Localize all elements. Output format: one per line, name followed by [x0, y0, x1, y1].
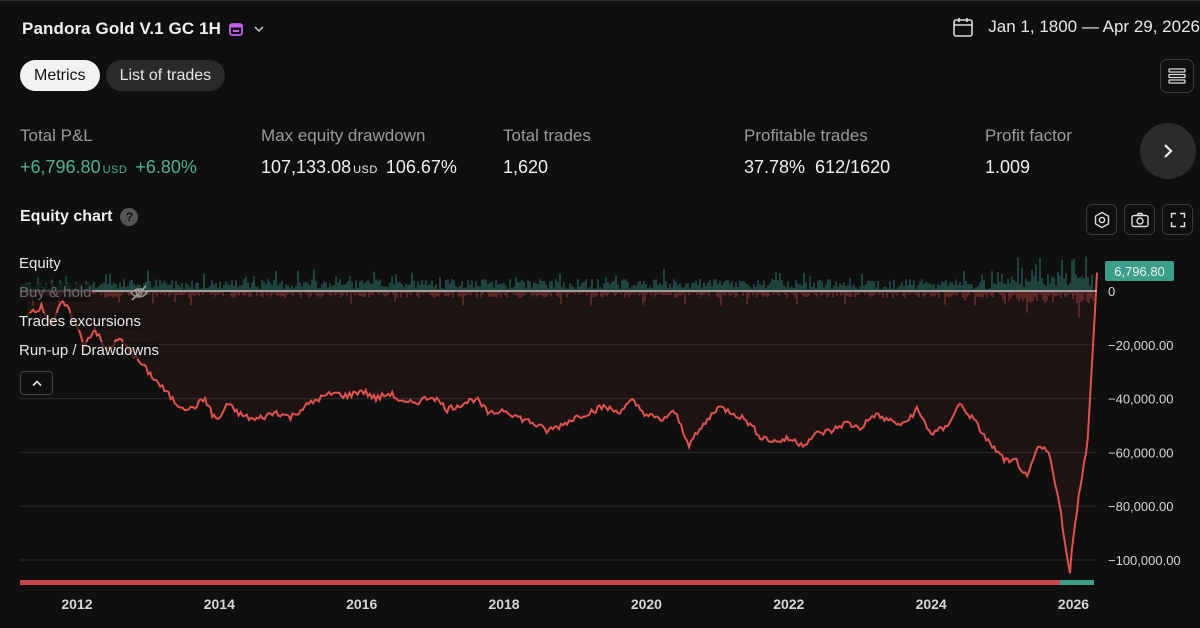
x-tick-label: 2026 — [1058, 596, 1089, 612]
help-icon[interactable]: ? — [120, 208, 139, 226]
x-tick-label: 2016 — [346, 596, 377, 612]
metric-total-trades: Total trades 1,620 — [503, 126, 743, 178]
last-value-badge — [1105, 261, 1174, 281]
x-tick-label: 2018 — [488, 596, 519, 612]
eye-off-icon[interactable] — [129, 283, 149, 303]
snapshot-button[interactable] — [1124, 204, 1155, 235]
equity-line — [26, 272, 1098, 574]
x-tick-label: 2024 — [916, 596, 947, 612]
x-tick-label: 2014 — [204, 596, 235, 612]
metric-label: Profitable trades — [744, 126, 868, 145]
last-value-text: 6,796.80 — [1114, 264, 1165, 279]
profitable-trades-value: 37.78% 612/1620 — [744, 157, 891, 177]
drawdown-area — [27, 272, 1098, 574]
legend-buy-and-hold[interactable]: Buy & hold — [19, 284, 92, 301]
chart-grid — [20, 344, 1097, 561]
total-trades-value: 1,620 — [503, 157, 549, 177]
y-tick-label: −80,000.00 — [1108, 499, 1173, 514]
runup-bar — [1060, 580, 1094, 585]
total-pnl-value: +6,796.80 — [20, 157, 101, 177]
x-tick-label: 2022 — [773, 596, 804, 612]
metric-label: Profit factor — [985, 126, 1072, 145]
x-axis: 2012 2014 2016 2018 2020 2022 2024 2026 — [61, 596, 1089, 612]
date-range-text: Jan 1, 1800 — Apr 29, 2026 — [988, 17, 1200, 36]
metric-label: Total P&L — [20, 126, 93, 145]
equity-chart[interactable]: 0 −20,000.00 −40,000.00 −60,000.00 −80,000.0… — [0, 240, 1200, 628]
legend-run-up-drawdowns[interactable]: Run-up / Drawdowns — [19, 342, 160, 359]
y-axis: 0 −20,000.00 −40,000.00 −60,000.00 −80,000.0… — [1108, 284, 1181, 568]
y-tick-label: −20,000.00 — [1108, 338, 1173, 353]
metric-profit-factor: Profit factor 1.009 — [985, 126, 1135, 178]
tab-bar: Metrics List of trades — [20, 60, 226, 91]
max-drawdown-percent: 106.67% — [385, 157, 457, 177]
max-drawdown-value: 107,133.08 — [261, 157, 352, 177]
y-tick-label: −40,000.00 — [1108, 392, 1173, 407]
date-range-picker[interactable]: Jan 1, 1800 — Apr 29, 2026 — [952, 16, 1200, 38]
metric-label: Max equity drawdown — [261, 126, 426, 145]
expand-icon — [1170, 212, 1185, 227]
layout-menu-button[interactable] — [1160, 59, 1194, 93]
equity-chart-header: Equity chart ? — [20, 208, 139, 226]
fullscreen-button[interactable] — [1162, 204, 1193, 235]
settings-hexagon-icon — [1094, 211, 1109, 228]
metric-max-drawdown: Max equity drawdown 107,133.08 USD 106.67% — [261, 126, 501, 178]
strategy-title: Pandora Gold V.1 GC 1H — [22, 19, 222, 38]
tab-metrics[interactable]: Metrics — [20, 60, 100, 91]
calendar-icon — [953, 18, 974, 37]
max-drawdown-currency: USD — [353, 164, 378, 176]
x-tick-label: 2020 — [631, 596, 662, 612]
chevron-down-icon[interactable] — [253, 23, 265, 35]
x-tick-label: 2012 — [61, 596, 92, 612]
total-pnl-percent: +6.80% — [135, 157, 197, 177]
chart-legend: Equity Buy & hold Trades excursions Run-… — [19, 255, 160, 372]
camera-icon — [1130, 212, 1149, 227]
chevron-right-icon — [1164, 144, 1173, 158]
tab-list-of-trades[interactable]: List of trades — [105, 60, 226, 91]
y-tick-label: −100,000.00 — [1108, 553, 1181, 568]
last-value-marker: 6,796.80 — [1105, 261, 1174, 281]
calendar-badge-icon — [229, 23, 243, 36]
equity-chart-title: Equity chart — [20, 208, 113, 225]
y-tick-label: 0 — [1108, 284, 1115, 299]
chart-toolbar — [1086, 204, 1193, 235]
top-divider — [0, 0, 1200, 1]
strategy-selector[interactable]: Pandora Gold V.1 GC 1H — [22, 19, 265, 39]
chevron-up-icon — [31, 380, 42, 387]
metric-label: Total trades — [503, 126, 591, 145]
list-menu-icon — [1168, 68, 1186, 84]
y-tick-label: −60,000.00 — [1108, 445, 1173, 460]
legend-equity[interactable]: Equity — [19, 255, 61, 272]
collapse-legend-button[interactable] — [20, 371, 53, 395]
chart-settings-button[interactable] — [1086, 204, 1117, 235]
drawdown-bar — [20, 580, 1060, 585]
next-metrics-button[interactable] — [1140, 123, 1196, 179]
metric-profitable-trades: Profitable trades 37.78% 612/1620 — [744, 126, 984, 178]
metric-total-pnl: Total P&L +6,796.80 USD +6.80% — [20, 126, 260, 178]
trade-excursions — [21, 256, 1094, 318]
profit-factor-value: 1.009 — [985, 157, 1031, 177]
total-pnl-currency: USD — [102, 164, 128, 176]
legend-trades-excursions[interactable]: Trades excursions — [19, 313, 141, 330]
